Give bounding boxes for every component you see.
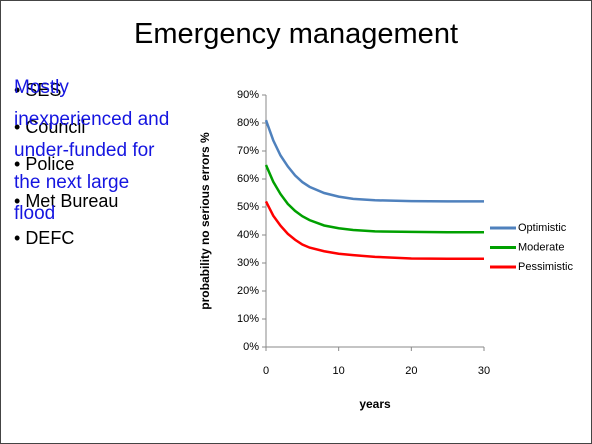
y-tick-label: 20% — [237, 285, 259, 297]
bullet: Council — [14, 109, 118, 146]
legend-label: Pessimistic — [518, 261, 574, 273]
y-tick-label: 70% — [237, 145, 259, 157]
bullet: SES — [14, 72, 118, 109]
bullet: DEFC — [14, 220, 118, 257]
legend-label: Optimistic — [518, 222, 567, 234]
y-tick-label: 10% — [237, 313, 259, 325]
bullet: Met Bureau — [14, 183, 118, 220]
x-tick-label: 0 — [263, 365, 269, 377]
slide-title: Emergency management — [134, 18, 458, 50]
series-line — [264, 164, 484, 234]
x-tick-label: 10 — [333, 365, 345, 377]
x-tick-label: 20 — [405, 365, 417, 377]
y-axis-label: probability no serious errors % — [198, 132, 212, 310]
y-tick-label: 0% — [243, 341, 259, 353]
y-tick-label: 80% — [237, 117, 259, 129]
y-tick-label: 40% — [237, 229, 259, 241]
legend-label: Moderate — [518, 241, 564, 253]
bullet: Police — [14, 146, 118, 183]
y-tick-label: 90% — [237, 89, 259, 101]
series-line — [264, 200, 484, 261]
y-tick-label: 60% — [237, 173, 259, 185]
overlay-note: Mostly inexperienced and under-funded fo… — [14, 77, 170, 224]
y-tick-label: 50% — [237, 201, 259, 213]
bullet-list: SESCouncilPoliceMet BureauDEFC — [14, 72, 118, 257]
x-axis-label: years — [359, 397, 391, 411]
series-line — [264, 119, 484, 203]
x-tick-label: 30 — [478, 365, 490, 377]
y-tick-label: 30% — [237, 257, 259, 269]
